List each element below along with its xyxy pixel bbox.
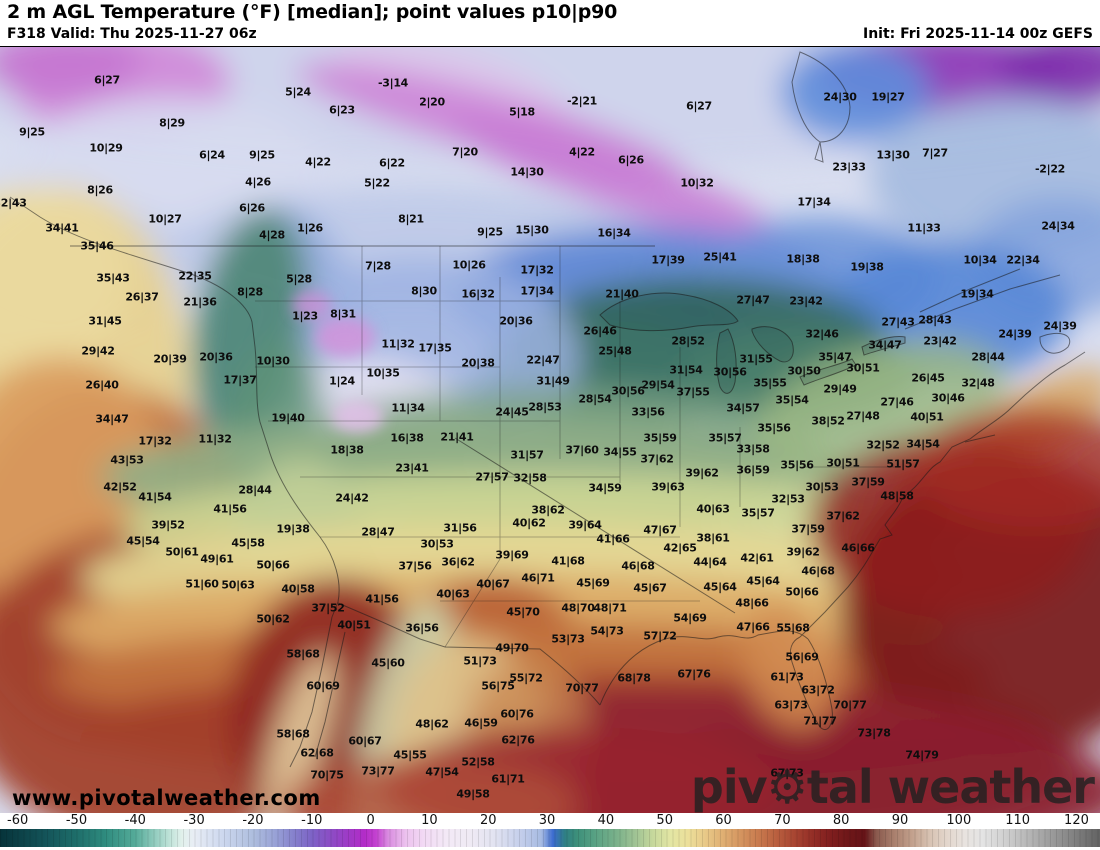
colorbar-tick: 110 [1005,813,1031,828]
colorbar-tick: 0 [366,813,375,828]
great-lakes [599,292,906,394]
brand-watermark: piv⚙tal weather [691,764,1095,810]
colorbar-tick: 100 [946,813,972,828]
temperature-map [0,46,1100,814]
colorbar-tick: 70 [774,813,791,828]
init-time-text: Init: Fri 2025-11-14 00z GEFS [862,26,1093,42]
colorbar-tick: 30 [538,813,556,828]
boundary-lines [9,51,1086,768]
colorbar-tick: -10 [301,813,323,828]
colorbar-tick: -30 [183,813,205,828]
colorbar-tick: -40 [124,813,146,828]
colorbar-tick: 10 [421,813,438,828]
colorbar-tick: 60 [715,813,732,828]
temperature-field-graphic [0,47,1100,814]
colorbar-tick-labels: -60 -50 -40 -30 -20 -10 0 10 20 30 40 50 60 70 80 90 100… [0,813,1100,828]
state-lines [255,246,900,648]
colorbar-tick: 50 [656,813,673,828]
colorbar-tick: 40 [597,813,615,828]
brand-text-right: tal weather [806,760,1095,814]
colorbar-tick: 90 [891,813,909,828]
map-header: 2 m AGL Temperature (°F) [median]; point… [0,0,1100,46]
colorbar-tick: -50 [65,813,88,828]
gear-icon: ⚙ [766,760,808,814]
url-watermark: www.pivotalweather.com [12,786,321,810]
colorbar-tick: 120 [1064,813,1089,828]
page-title: 2 m AGL Temperature (°F) [median]; point… [7,1,618,23]
colorbar-tick: -20 [242,813,264,828]
brand-text-left: piv [690,760,768,814]
temperature-colorbar: -60 -50 -40 -30 -20 -10 0 10 20 30 40 50 60 70 80 90 100… [0,813,1100,850]
colorbar-tick: 20 [479,813,497,828]
colorbar-gradient [0,829,1100,847]
colorbar-tick: -60 [7,813,29,828]
valid-time-text: F318 Valid: Thu 2025-11-27 06z [7,26,257,42]
colorbar-tick: 80 [832,813,850,828]
